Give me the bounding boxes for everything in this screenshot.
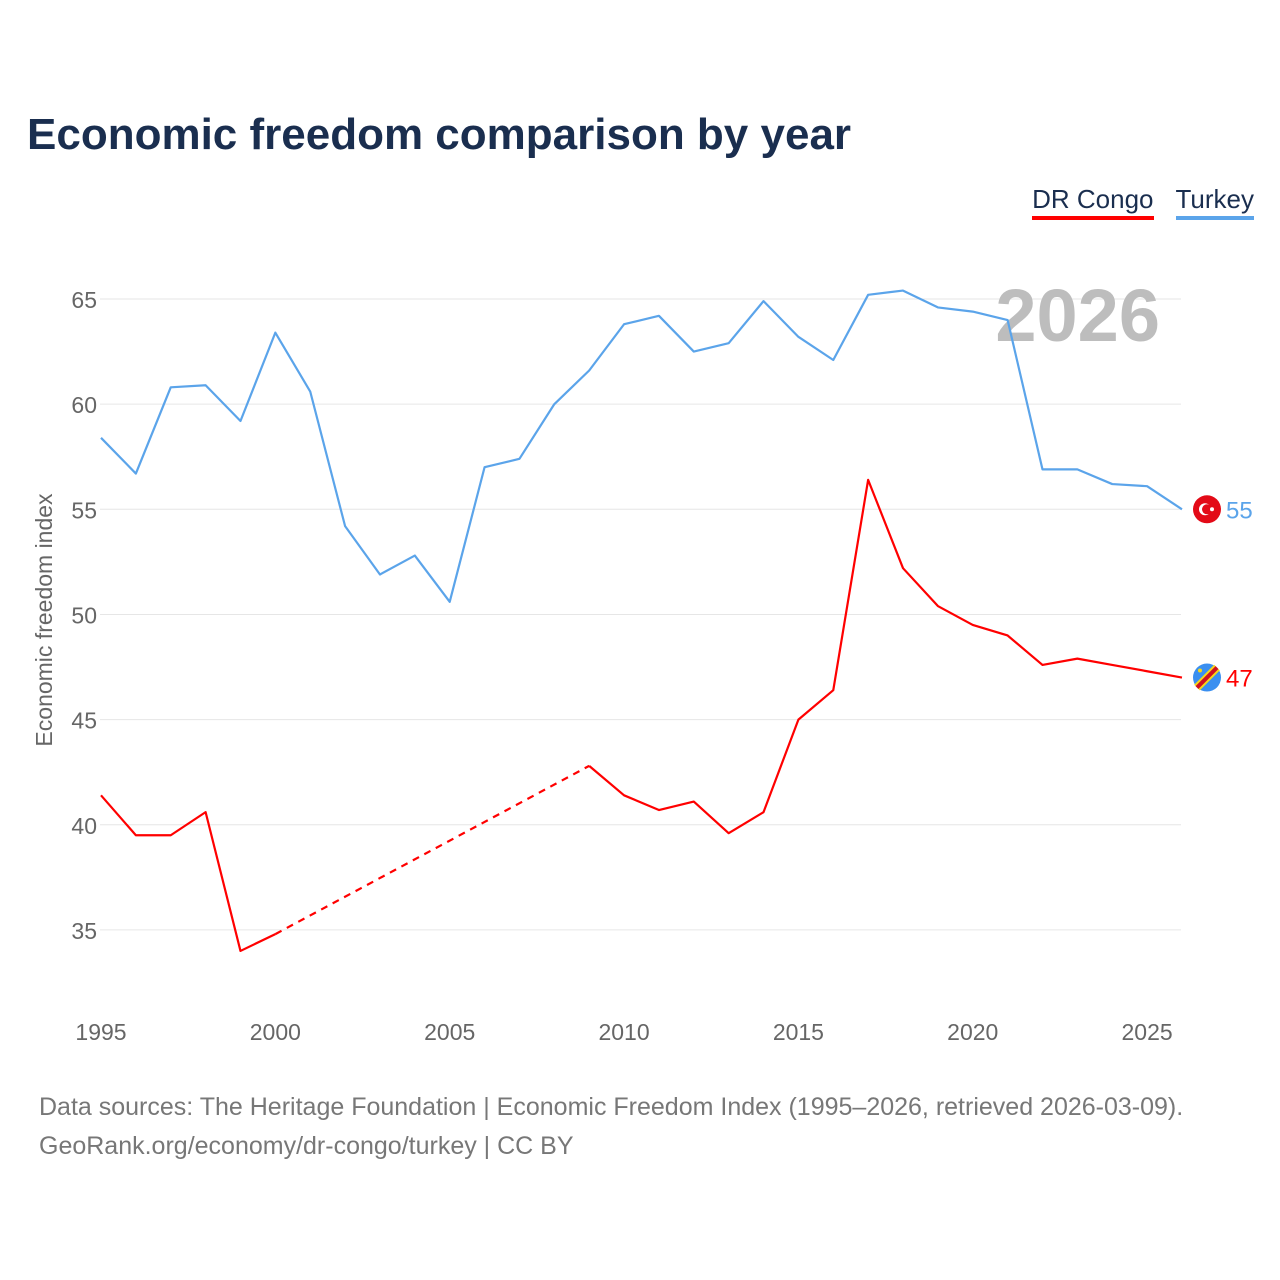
chart-title: Economic freedom comparison by year [27, 110, 852, 159]
x-tick-label: 2025 [1122, 1019, 1173, 1045]
y-tick-label: 55 [71, 497, 97, 523]
x-tick-label: 2015 [773, 1019, 824, 1045]
y-tick-label: 45 [71, 708, 97, 734]
source-line-2[interactable]: GeoRank.org/economy/dr-congo/turkey | CC… [39, 1132, 574, 1160]
year-watermark: 2026 [995, 274, 1160, 357]
end-label-dr-congo: 47 [1226, 666, 1253, 693]
x-tick-label: 2005 [424, 1019, 475, 1045]
x-tick-label: 2000 [250, 1019, 301, 1045]
flag-crescent-inner [1202, 504, 1212, 515]
series-line-turkey [100, 289, 1183, 603]
flag-stripe-red [1195, 666, 1219, 689]
legend: DR Congo Turkey [1032, 184, 1254, 220]
end-label-turkey: 55 [1226, 497, 1253, 524]
flag-star [1198, 668, 1202, 673]
y-axis-label: Economic freedom index [31, 493, 57, 747]
x-tick-label: 1995 [75, 1019, 126, 1045]
y-tick-label: 60 [71, 392, 97, 418]
y-tick-label: 35 [71, 918, 97, 944]
y-tick-label: 50 [71, 602, 97, 628]
y-tick-label: 40 [71, 813, 97, 839]
legend-item-turkey[interactable]: Turkey [1175, 184, 1254, 220]
flag-star [1210, 507, 1214, 512]
x-tick-label: 2020 [947, 1019, 998, 1045]
x-tick-label: 2010 [598, 1019, 649, 1045]
series-gap-dr-congo [274, 764, 590, 936]
source-line-1: Data sources: The Heritage Foundation | … [39, 1093, 1184, 1121]
series-line-dr-congo [100, 794, 276, 953]
legend-item-dr-congo[interactable]: DR Congo [1032, 184, 1154, 220]
series-line-dr-congo [588, 478, 1183, 835]
y-tick-label: 65 [71, 287, 97, 313]
source-note: Data sources: The Heritage Foundation | … [39, 1088, 1183, 1166]
